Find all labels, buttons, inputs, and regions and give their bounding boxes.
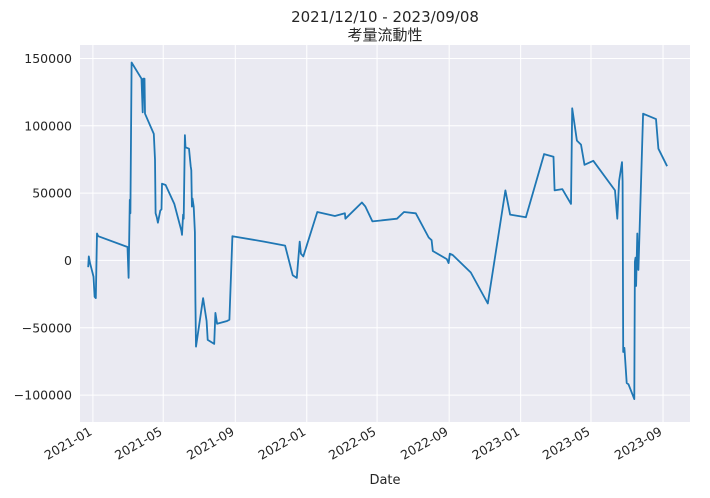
x-tick-label: 2023-09: [612, 424, 665, 463]
chart-title: 2021/12/10 - 2023/09/08: [291, 8, 479, 26]
series-layer: [87, 61, 668, 401]
series-line: [87, 61, 668, 401]
y-tick-label: 50000: [32, 186, 72, 201]
grid: [80, 45, 690, 422]
chart-subtitle: 考量流動性: [347, 26, 422, 44]
y-tick-label: −50000: [22, 320, 72, 335]
y-tick-label: 100000: [24, 118, 72, 133]
x-tick-label: 2022-01: [256, 424, 309, 463]
x-tick-label: 2023-05: [540, 424, 593, 463]
x-axis-label: Date: [369, 473, 400, 488]
y-tick-label: −100000: [14, 388, 72, 403]
plot-area: [80, 45, 690, 422]
x-axis: 2021-01 2021-05 2021-09 2022-01 2022-05 2022-…: [42, 424, 665, 463]
y-axis: −100000 −50000 0 50000 100000 150000: [14, 51, 72, 403]
x-tick-label: 2022-05: [326, 424, 379, 463]
x-tick-label: 2022-09: [398, 424, 451, 463]
y-tick-label: 0: [64, 253, 72, 268]
y-tick-label: 150000: [24, 51, 72, 66]
x-tick-label: 2021-01: [42, 424, 95, 463]
x-tick-label: 2021-05: [112, 424, 165, 463]
x-tick-label: 2021-09: [184, 424, 237, 463]
x-tick-label: 2023-01: [469, 424, 522, 463]
